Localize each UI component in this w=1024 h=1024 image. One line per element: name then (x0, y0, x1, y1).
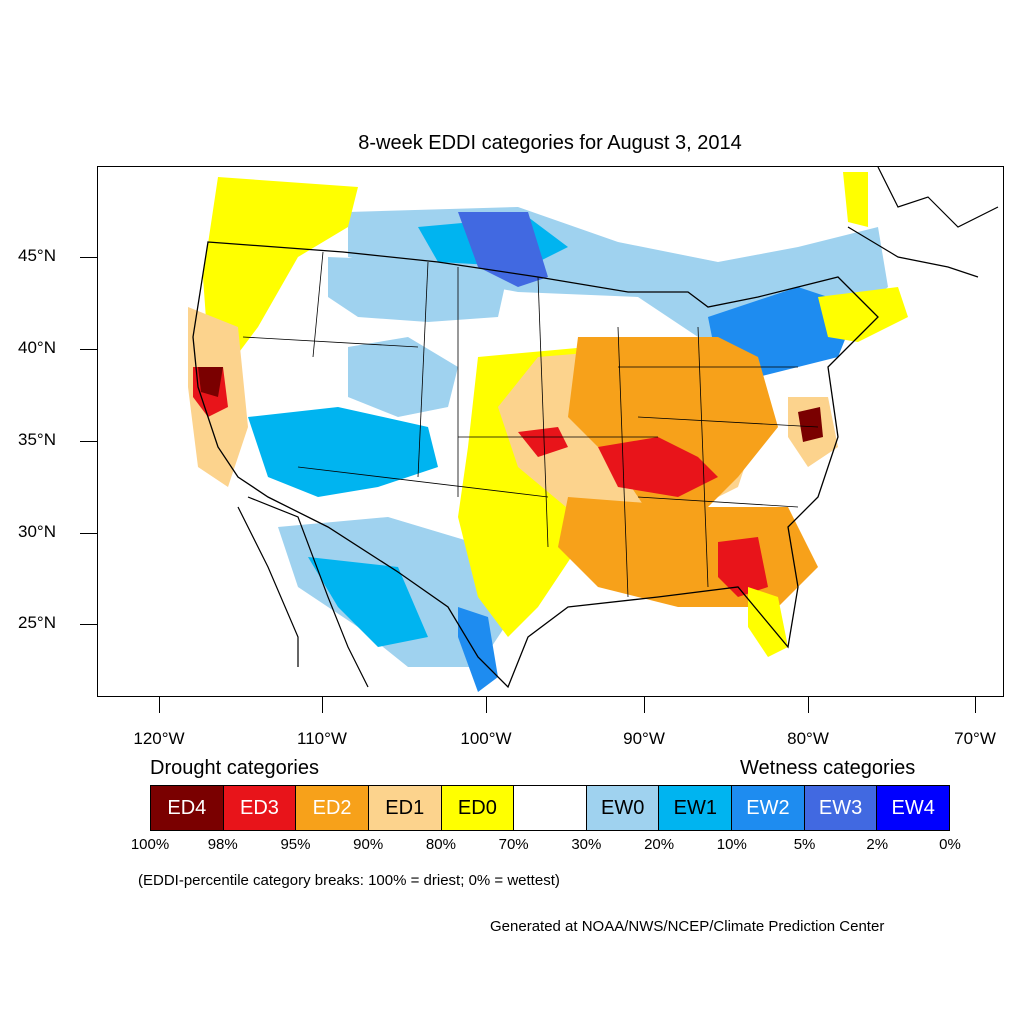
credit-line: Generated at NOAA/NWS/NCEP/Climate Predi… (490, 918, 885, 935)
wet-region-great-basin (348, 337, 458, 417)
lat-tick (80, 533, 97, 534)
lon-label-120w: 120°W (133, 729, 185, 748)
legend-box-ew1: EW1 (659, 786, 733, 830)
dry-region-new-england (818, 287, 908, 342)
percentile-tick: 10% (716, 836, 747, 853)
lat-tick (80, 257, 97, 258)
legend-box-ew0: EW0 (586, 786, 660, 830)
legend-box-ed0: ED0 (441, 786, 515, 830)
wet-region-mexico (308, 557, 428, 647)
wetness-heading: Wetness categories (740, 757, 916, 779)
percentile-tick: 100% (130, 836, 170, 853)
dry-region-mid-atlantic-ed4 (798, 407, 823, 442)
category-note: (EDDI-percentile category breaks: 100% =… (138, 872, 560, 889)
lon-tick (322, 697, 323, 713)
lon-tick (159, 697, 160, 713)
us-outline (192, 241, 879, 689)
legend-box-ew2: EW2 (732, 786, 805, 830)
percentile-tick: 70% (498, 836, 529, 853)
legend-box-ew4: EW4 (877, 786, 950, 830)
map-title: 8-week EDDI categories for August 3, 201… (358, 132, 742, 154)
lat-label-30: 30°N (18, 522, 56, 541)
lon-tick (644, 697, 645, 713)
wet-region-mexico-gulf (458, 607, 498, 692)
dry-region-missouri-ed3 (518, 427, 568, 457)
lat-tick (80, 624, 97, 625)
lon-label-110w: 110°W (297, 729, 347, 748)
percentile-tick: 80% (425, 836, 456, 853)
percentile-tick: 98% (207, 836, 238, 853)
lon-tick (975, 697, 976, 713)
lat-label-35: 35°N (18, 430, 56, 449)
legend-box-ed1: ED1 (368, 786, 442, 830)
lat-label-40: 40°N (18, 338, 56, 357)
percentile-tick: 0% (939, 836, 961, 853)
lon-label-90w: 90°W (623, 729, 665, 748)
lon-tick (486, 697, 487, 713)
percentile-tick: 90% (353, 836, 384, 853)
canada-coast (847, 167, 999, 278)
lat-tick (80, 441, 97, 442)
baja-coast (237, 506, 299, 667)
percentile-tick: 2% (866, 836, 889, 853)
dry-region-southeast-ed2 (558, 497, 818, 607)
lat-label-25: 25°N (18, 613, 56, 632)
drought-heading: Drought categories (150, 757, 319, 779)
wet-region-northern-plains (328, 257, 508, 322)
lon-label-70w: 70°W (954, 729, 996, 748)
eddi-map-canvas (188, 167, 999, 692)
eddi-map (97, 166, 1004, 697)
state-boundaries (242, 251, 819, 598)
lat-tick (80, 349, 97, 350)
legend-color-bar: ED4 ED3 ED2 ED1 ED0 EW0 EW1 EW2 EW3 EW4 (150, 785, 950, 831)
dry-region-midwest-ed3 (598, 437, 718, 497)
mexico-coast (247, 496, 369, 688)
percentile-tick: 20% (644, 836, 675, 853)
percentile-tick: 5% (793, 836, 816, 853)
lat-label-45: 45°N (18, 246, 56, 265)
dry-region-pacific-nw (203, 177, 358, 367)
lon-tick (808, 697, 809, 713)
legend-box-ed4: ED4 (151, 786, 224, 830)
legend-box-ed3: ED3 (223, 786, 297, 830)
dry-region-california-ed4 (198, 367, 223, 397)
legend-box-neutral (514, 786, 587, 830)
lon-label-80w: 80°W (787, 729, 829, 748)
dry-region-maine (843, 172, 868, 227)
legend-box-ed2: ED2 (296, 786, 369, 830)
percentile-tick: 30% (571, 836, 602, 853)
legend-box-ew3: EW3 (804, 786, 878, 830)
wet-region-west (248, 407, 438, 497)
lon-label-100w: 100°W (460, 729, 512, 748)
percentile-tick: 95% (280, 836, 311, 853)
dry-region-georgia-ed3 (718, 537, 768, 597)
